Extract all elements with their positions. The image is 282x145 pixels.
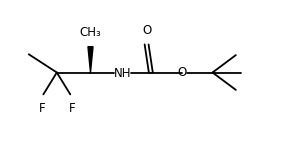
Text: O: O [142,24,151,37]
Text: F: F [39,102,45,115]
Text: O: O [177,66,186,79]
Text: NH: NH [114,67,131,80]
Polygon shape [88,47,93,72]
Text: CH₃: CH₃ [80,26,101,39]
Text: F: F [68,102,75,115]
